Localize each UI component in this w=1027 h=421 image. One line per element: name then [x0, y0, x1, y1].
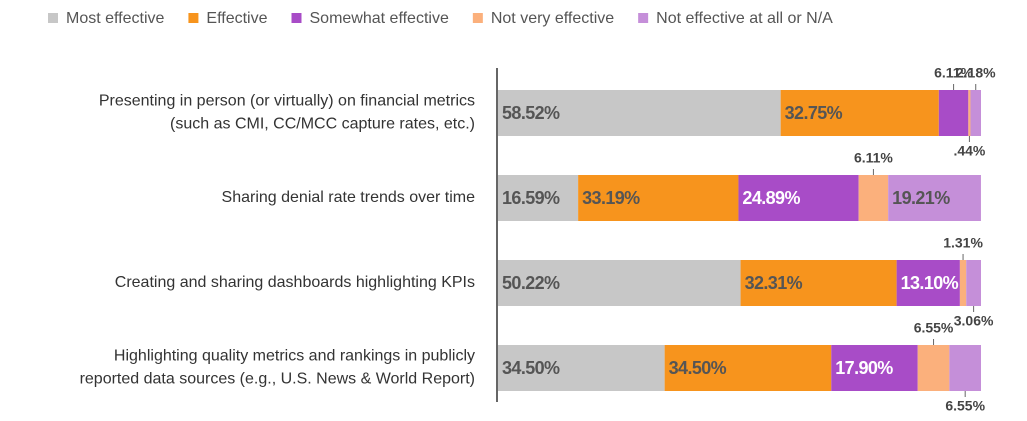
data-label: 6.55% — [914, 320, 954, 336]
data-label: .44% — [953, 143, 985, 159]
bar-segment — [968, 90, 971, 136]
data-label: 24.89% — [742, 188, 800, 208]
legend-label: Not effective at all or N/A — [656, 10, 833, 27]
bar-segment — [970, 90, 981, 136]
bar-segment — [498, 175, 579, 221]
data-label: 17.90% — [835, 358, 893, 378]
data-label: 50.22% — [502, 273, 560, 293]
legend-swatch — [638, 13, 649, 23]
data-label: 2.18% — [956, 65, 996, 81]
bar-segment — [738, 175, 859, 221]
bar-segment — [780, 90, 939, 136]
bar-segment — [498, 90, 781, 136]
bar-segment — [498, 260, 741, 306]
bar-segment — [831, 345, 918, 391]
legend-swatch — [48, 13, 58, 23]
bar-segment — [949, 345, 981, 391]
legend-label: Most effective — [66, 10, 165, 27]
data-label: 3.06% — [954, 313, 994, 329]
data-label: 32.75% — [785, 103, 843, 123]
data-label: 34.50% — [502, 358, 560, 378]
data-label: 1.31% — [943, 235, 983, 251]
data-label: 6.11% — [934, 65, 973, 81]
data-label: 32.31% — [745, 273, 803, 293]
data-label: 13.10% — [901, 273, 959, 293]
category-label: Creating and sharing dashboards highligh… — [115, 274, 475, 291]
data-label: 19.21% — [892, 188, 950, 208]
bar-segment — [578, 175, 739, 221]
data-label: 16.59% — [502, 188, 560, 208]
bar-segment — [498, 345, 665, 391]
data-label: 33.19% — [582, 188, 640, 208]
category-label: (such as CMI, CC/MCC capture rates, etc.… — [170, 116, 475, 133]
legend-label: Somewhat effective — [310, 10, 449, 27]
bar-segment — [966, 260, 981, 306]
bar-segment — [959, 260, 967, 306]
bar-segment — [858, 175, 889, 221]
data-label: 6.11% — [854, 150, 893, 166]
data-label: 58.52% — [502, 103, 560, 123]
category-label: Highlighting quality metrics and ranking… — [114, 348, 475, 365]
bar-segment — [917, 345, 950, 391]
category-label: Sharing denial rate trends over time — [222, 189, 476, 206]
legend-swatch — [291, 13, 302, 23]
category-label: Presenting in person (or virtually) on f… — [99, 93, 475, 110]
legend-swatch — [472, 13, 483, 23]
data-label: 34.50% — [669, 358, 727, 378]
bar-segment — [664, 345, 832, 391]
bar-segment — [938, 90, 969, 136]
data-label: 6.55% — [945, 398, 985, 414]
bar-segment — [896, 260, 960, 306]
legend-label: Effective — [206, 10, 267, 27]
bar-segment — [888, 175, 981, 221]
legend-label: Not very effective — [491, 10, 614, 27]
category-label: reported data sources (e.g., U.S. News &… — [80, 371, 475, 388]
bar-segment — [740, 260, 897, 306]
legend-swatch — [188, 13, 199, 23]
